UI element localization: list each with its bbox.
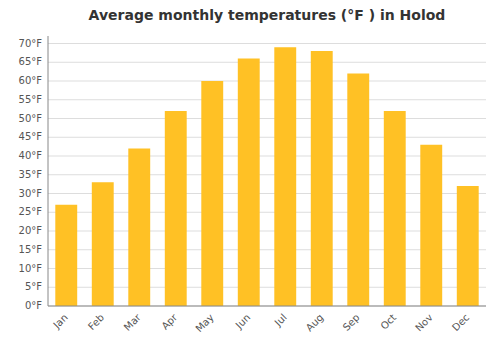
- y-tick-label: 15°F: [19, 244, 43, 255]
- x-tick-label: Apr: [159, 311, 180, 332]
- y-tick-label: 30°F: [19, 188, 43, 199]
- x-axis-line: [48, 306, 486, 307]
- bar: [238, 59, 260, 307]
- bar: [347, 74, 369, 307]
- y-tick-label: 55°F: [19, 94, 43, 105]
- y-tick-label: 25°F: [19, 206, 43, 217]
- y-tick-label: 45°F: [19, 131, 43, 142]
- bar: [201, 81, 223, 306]
- grid-line: [48, 306, 486, 307]
- bar: [420, 145, 442, 306]
- x-tick-label: Feb: [86, 312, 106, 332]
- y-tick-label: 40°F: [19, 150, 43, 161]
- grid-line: [48, 137, 486, 138]
- x-tick-label: Jun: [233, 312, 253, 332]
- y-tick-label: 60°F: [19, 75, 43, 86]
- x-tick-label: May: [193, 312, 215, 334]
- bar: [128, 149, 150, 307]
- y-axis: 0°F 5°F 10°F 15°F 20°F 25°F 30°F 35°F 40°F 45°F 50…: [19, 36, 48, 311]
- y-tick-label: 35°F: [19, 169, 43, 180]
- y-tick-label: 50°F: [19, 113, 43, 124]
- bar: [165, 111, 187, 306]
- bar: [311, 51, 333, 306]
- x-tick-label: Mar: [122, 311, 144, 333]
- bar: [457, 186, 479, 306]
- grid: [48, 44, 486, 307]
- y-tick-label: 65°F: [19, 56, 43, 67]
- x-tick-label: Aug: [304, 312, 326, 334]
- x-tick-label: Jul: [272, 312, 289, 329]
- grid-line: [48, 62, 486, 63]
- grid-line: [48, 99, 486, 100]
- bars: [55, 47, 478, 306]
- bar: [92, 182, 114, 306]
- x-tick-label: Oct: [378, 312, 398, 332]
- chart-svg: Average monthly temperatures (°F ) in Ho…: [0, 0, 500, 350]
- chart-title: Average monthly temperatures (°F ) in Ho…: [89, 7, 446, 23]
- y-axis-line: [48, 36, 49, 306]
- x-tick-label: Jan: [50, 312, 69, 331]
- grid-line: [48, 118, 486, 119]
- x-tick-label: Sep: [341, 312, 362, 333]
- bar: [55, 205, 77, 306]
- grid-line: [48, 43, 486, 44]
- y-tick-label: 10°F: [19, 263, 43, 274]
- y-tick-label: 20°F: [19, 225, 43, 236]
- chart-container: Average monthly temperatures (°F ) in Ho…: [0, 0, 500, 350]
- y-tick-label: 0°F: [25, 300, 42, 311]
- x-axis: Jan Feb Mar Apr May Jun Jul Aug Sep Oct Nov Dec: [48, 306, 486, 334]
- bar: [384, 111, 406, 306]
- bar: [274, 47, 296, 306]
- x-tick-label: Nov: [413, 312, 435, 334]
- y-tick-label: 70°F: [19, 38, 43, 49]
- grid-line: [48, 81, 486, 82]
- x-tick-label: Dec: [450, 312, 471, 333]
- y-tick-label: 5°F: [25, 281, 42, 292]
